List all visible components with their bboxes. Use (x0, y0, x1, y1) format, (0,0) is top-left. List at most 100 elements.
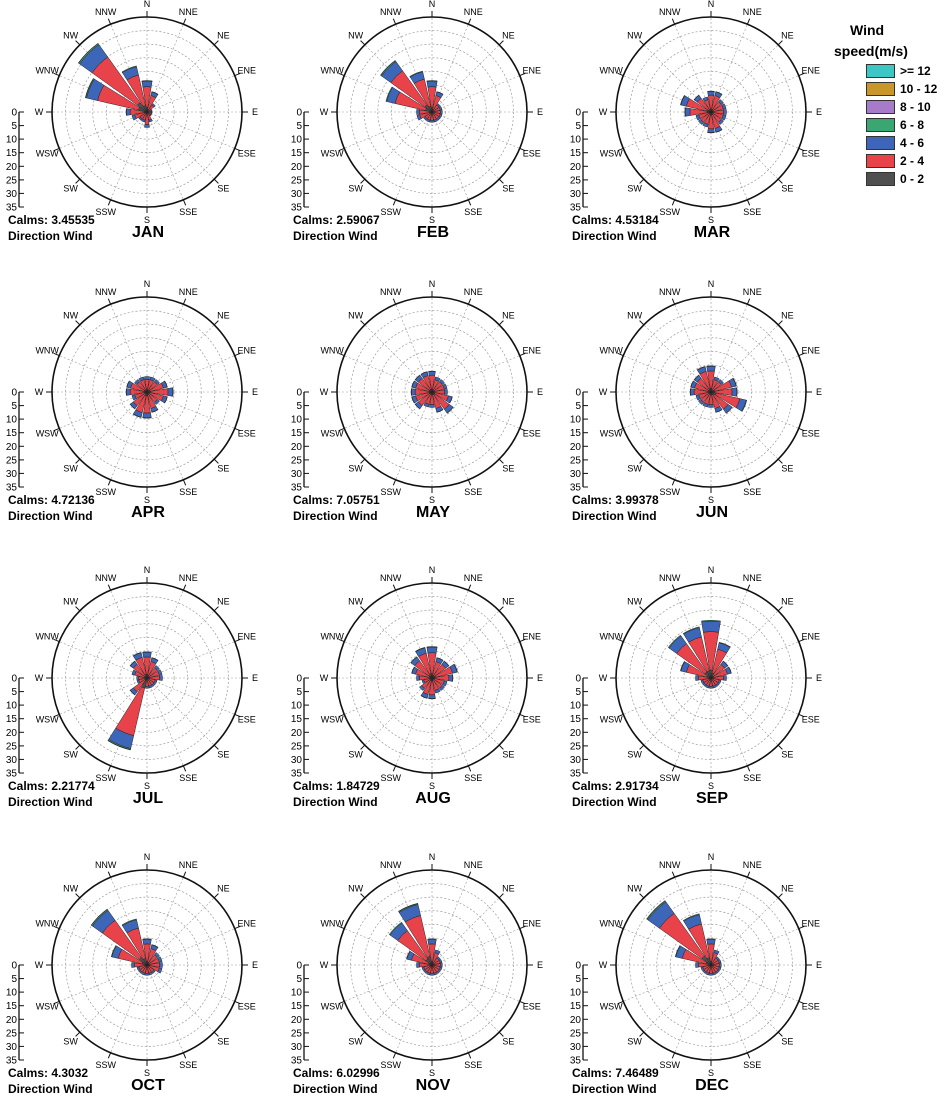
petal-s-bin3 (428, 698, 436, 700)
direction-tick (392, 584, 397, 591)
direction-tick (107, 1052, 112, 1059)
direction-tick (213, 893, 219, 899)
direction-label: ENE (523, 632, 542, 642)
petal-w-bin3 (689, 388, 691, 396)
direction-label: SW (63, 1036, 78, 1046)
petal-n-bin2 (142, 938, 152, 945)
direction-tick (213, 1031, 219, 1037)
petal-ssw-bin2 (141, 118, 146, 123)
direction-label: SSW (659, 487, 680, 497)
petal-ene-bin2 (157, 669, 163, 676)
petal-s-bin2 (145, 973, 149, 976)
direction-label: SW (627, 749, 642, 759)
direction-tick (777, 744, 783, 750)
grid-spoke (643, 677, 712, 746)
petal-nne-bin3 (436, 91, 444, 95)
petal-wnw-bin3 (679, 94, 686, 106)
petal-w-bin2 (416, 962, 420, 968)
direction-label: W (35, 107, 44, 117)
direction-tick (617, 638, 624, 643)
direction-label: WNW (35, 632, 59, 642)
petal-sw-bin2 (698, 119, 704, 125)
petal-ne-bin2 (154, 665, 160, 671)
direction-label: NE (217, 311, 230, 321)
radial-tick-label: 5 (11, 401, 17, 412)
direction-tick (671, 298, 676, 305)
grid-ring (404, 364, 460, 420)
direction-tick (360, 744, 366, 750)
petal-e-bin2 (440, 963, 443, 967)
direction-label: W (35, 960, 44, 970)
direction-label: NNW (659, 860, 681, 870)
petal-ssw-bin2 (702, 122, 709, 128)
direction-label: NW (627, 311, 642, 321)
petal-sse-bin2 (148, 971, 153, 976)
radial-tick-label: 25 (570, 1028, 582, 1039)
petal-ne-bin2 (718, 99, 724, 105)
petal-e-bin2 (731, 387, 738, 397)
direction-label: N (144, 852, 151, 862)
petal-sw-bin2 (698, 399, 704, 405)
direction-label: NE (217, 884, 230, 894)
direction-label: NW (627, 31, 642, 41)
radial-tick-label: 5 (296, 687, 302, 698)
direction-label: ESE (238, 428, 256, 438)
direction-label: NW (63, 884, 78, 894)
direction-tick (617, 925, 624, 930)
radial-tick-label: 15 (570, 1001, 582, 1012)
direction-label: NNE (743, 287, 762, 297)
petal-s-bin2 (709, 973, 713, 976)
direction-label: S (144, 1068, 150, 1078)
petal-ssw-bin2 (426, 118, 431, 123)
direction-label: NW (627, 884, 642, 894)
wind-rose-sep: N NNE NE ENE E ESE SE SSE S SSW SW WSW W WNW NW NNW 0 5 10… (570, 565, 822, 809)
petal-ese-bin3 (741, 399, 748, 412)
petal-n-bin3 (426, 80, 438, 82)
petal-nw-bin3 (414, 374, 421, 381)
petal-ne-bin2 (154, 952, 160, 958)
direction-label: N (429, 565, 436, 575)
radial-tick-label: 15 (291, 1001, 303, 1012)
direction-tick (213, 744, 219, 750)
direction-tick (338, 352, 345, 357)
grid-ring (642, 323, 780, 461)
wind-rose-feb: N NNE NE ENE E ESE SE SSE S SSW SW WSW W WNW NW NNW 0 5 10… (291, 0, 543, 243)
direction-tick (107, 199, 112, 206)
direction-tick (777, 893, 783, 899)
direction-tick (519, 638, 526, 643)
direction-tick (777, 40, 783, 46)
petal-nnw-bin3 (696, 366, 706, 371)
legend-label: 10 - 12 (900, 82, 938, 96)
direction-label: WNW (599, 919, 623, 929)
petal-ene-bin2 (442, 383, 448, 390)
direction-label: N (144, 279, 151, 289)
radial-tick-label: 5 (296, 974, 302, 985)
direction-label: ESE (802, 148, 820, 158)
direction-tick (519, 925, 526, 930)
direction-tick (617, 713, 624, 718)
petal-ene-bin2 (438, 106, 443, 111)
grid-spoke (364, 111, 433, 180)
petal-sw-bin2 (702, 969, 707, 974)
radial-tick-label: 15 (6, 1001, 18, 1012)
petal-se-bin3 (725, 406, 733, 414)
petal-n-bin2 (707, 91, 715, 96)
direction-label: W (599, 387, 608, 397)
radial-tick-label: 30 (6, 1042, 18, 1053)
direction-tick (798, 638, 805, 643)
direction-tick (519, 427, 526, 432)
direction-label: NNE (464, 573, 483, 583)
direction-tick (213, 320, 219, 326)
grid-ring (683, 937, 739, 993)
petal-nne-bin3 (718, 641, 731, 648)
radial-tick-label: 20 (291, 442, 303, 453)
legend-swatch (866, 118, 895, 132)
direction-label: NNW (659, 573, 681, 583)
direction-label: WNW (35, 66, 59, 76)
petal-wnw-bin3 (126, 380, 130, 388)
grid-spoke (146, 111, 184, 200)
grid-spoke (623, 677, 712, 715)
radial-tick-label: 25 (291, 741, 303, 752)
direction-label: SE (217, 463, 229, 473)
direction-label: NE (502, 31, 515, 41)
